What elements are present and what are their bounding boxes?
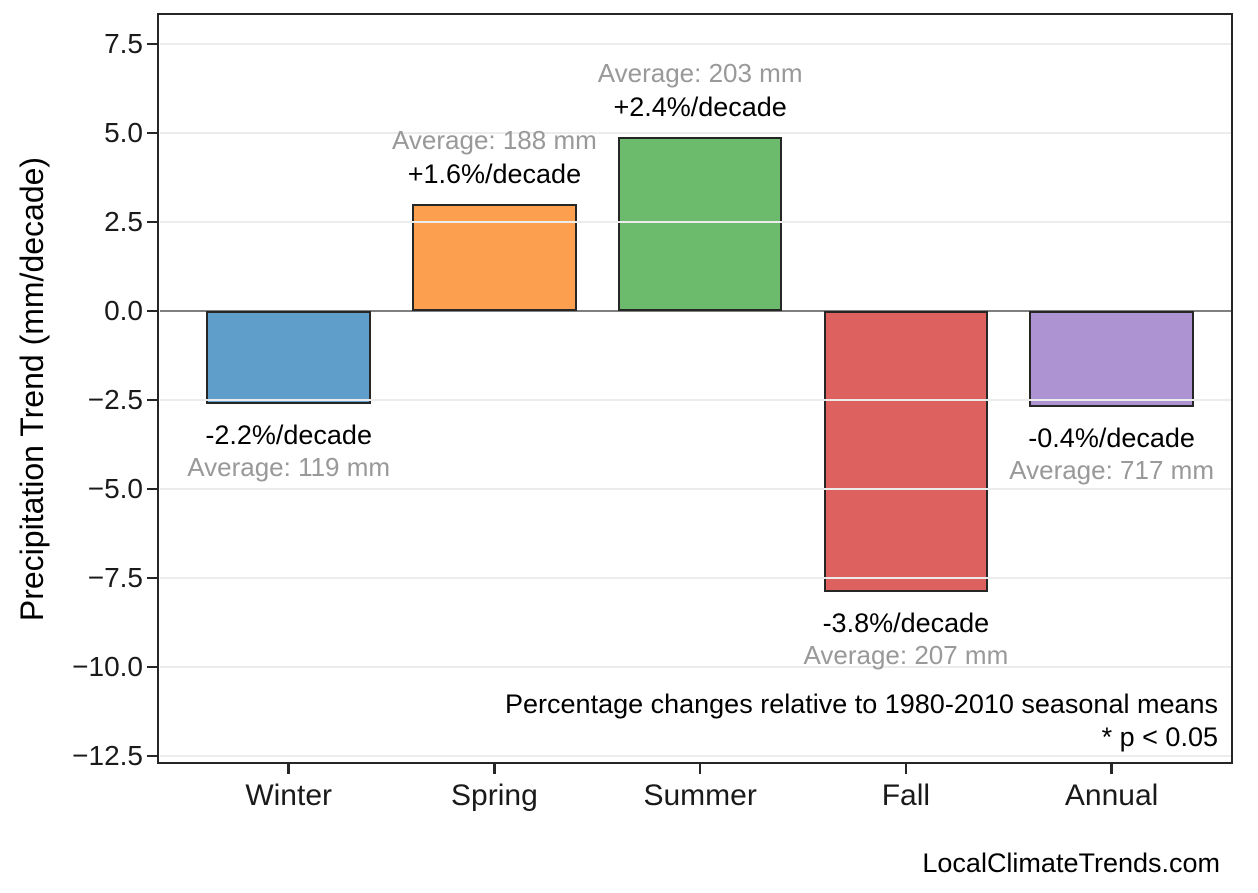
bar-annual	[1029, 311, 1194, 408]
x-tick-label-spring: Spring	[451, 779, 538, 812]
bar-label-pct-summer: +2.4%/decade	[613, 91, 787, 122]
y-tick-0	[147, 309, 157, 313]
y-tick-label--7.5: −7.5	[87, 562, 143, 594]
y-tick-label--12.5: −12.5	[72, 740, 143, 772]
bar-label-avg-winter: Average: 119 mm	[187, 451, 391, 482]
bar-label-pct-fall: -3.8%/decade	[822, 608, 990, 639]
y-tick-label--5: −5.0	[87, 473, 143, 505]
bar-label-avg-fall: Average: 207 mm	[803, 640, 1009, 671]
bar-winter	[206, 311, 371, 404]
gridline-5	[159, 132, 1231, 134]
y-tick--12.5	[147, 754, 157, 758]
bar-summer	[617, 136, 783, 312]
y-axis-label: Precipitation Trend (mm/decade)	[14, 156, 50, 622]
x-tick-summer	[698, 764, 702, 774]
gridline--10	[159, 666, 1231, 669]
y-tick--7.5	[147, 576, 157, 580]
gridline--2.5	[159, 399, 1231, 402]
x-tick-label-fall: Fall	[881, 779, 931, 812]
y-tick-7.5	[147, 42, 157, 46]
y-tick--2.5	[147, 398, 157, 402]
gridline-2.5	[159, 221, 1231, 224]
footnote: Percentage changes relative to 1980-2010…	[505, 688, 1218, 754]
y-tick-2.5	[147, 220, 157, 224]
bar-label-avg-summer: Average: 203 mm	[597, 57, 803, 88]
y-tick-label-2.5: 2.5	[104, 206, 143, 238]
gridline-7.5	[159, 42, 1231, 45]
bar-fall	[823, 311, 989, 593]
x-tick-fall	[904, 764, 908, 774]
y-tick-label-7.5: 7.5	[104, 27, 143, 59]
footnote-line2: * p < 0.05	[1101, 722, 1218, 752]
gridline--5	[159, 488, 1231, 491]
x-tick-label-annual: Annual	[1064, 779, 1159, 812]
x-tick-spring	[493, 764, 496, 774]
y-tick-label-5: 5.0	[104, 117, 143, 148]
zero-line	[159, 309, 1231, 313]
x-tick-label-summer: Summer	[643, 779, 757, 812]
x-tick-annual	[1110, 764, 1113, 774]
gridline--12.5	[159, 755, 1231, 758]
bar-label-avg-spring: Average: 188 mm	[392, 125, 597, 156]
bar-label-pct-spring: +1.6%/decade	[407, 159, 582, 190]
y-tick-label--2.5: −2.5	[87, 384, 143, 416]
bar-label-pct-winter: -2.2%/decade	[205, 419, 372, 450]
y-tick--10	[147, 665, 157, 669]
x-tick-label-winter: Winter	[245, 779, 332, 812]
bar-label-pct-annual: -0.4%/decade	[1028, 423, 1195, 454]
x-tick-winter	[287, 764, 290, 774]
footnote-line1: Percentage changes relative to 1980-2010…	[505, 689, 1218, 719]
y-tick-label--10: −10.0	[72, 651, 143, 683]
y-tick--5	[147, 487, 157, 491]
y-tick-5	[147, 131, 157, 135]
watermark: LocalClimateTrends.com	[922, 848, 1220, 878]
bar-label-avg-annual: Average: 717 mm	[1009, 455, 1214, 486]
gridline--7.5	[159, 577, 1231, 580]
y-tick-label-0: 0.0	[104, 295, 143, 327]
